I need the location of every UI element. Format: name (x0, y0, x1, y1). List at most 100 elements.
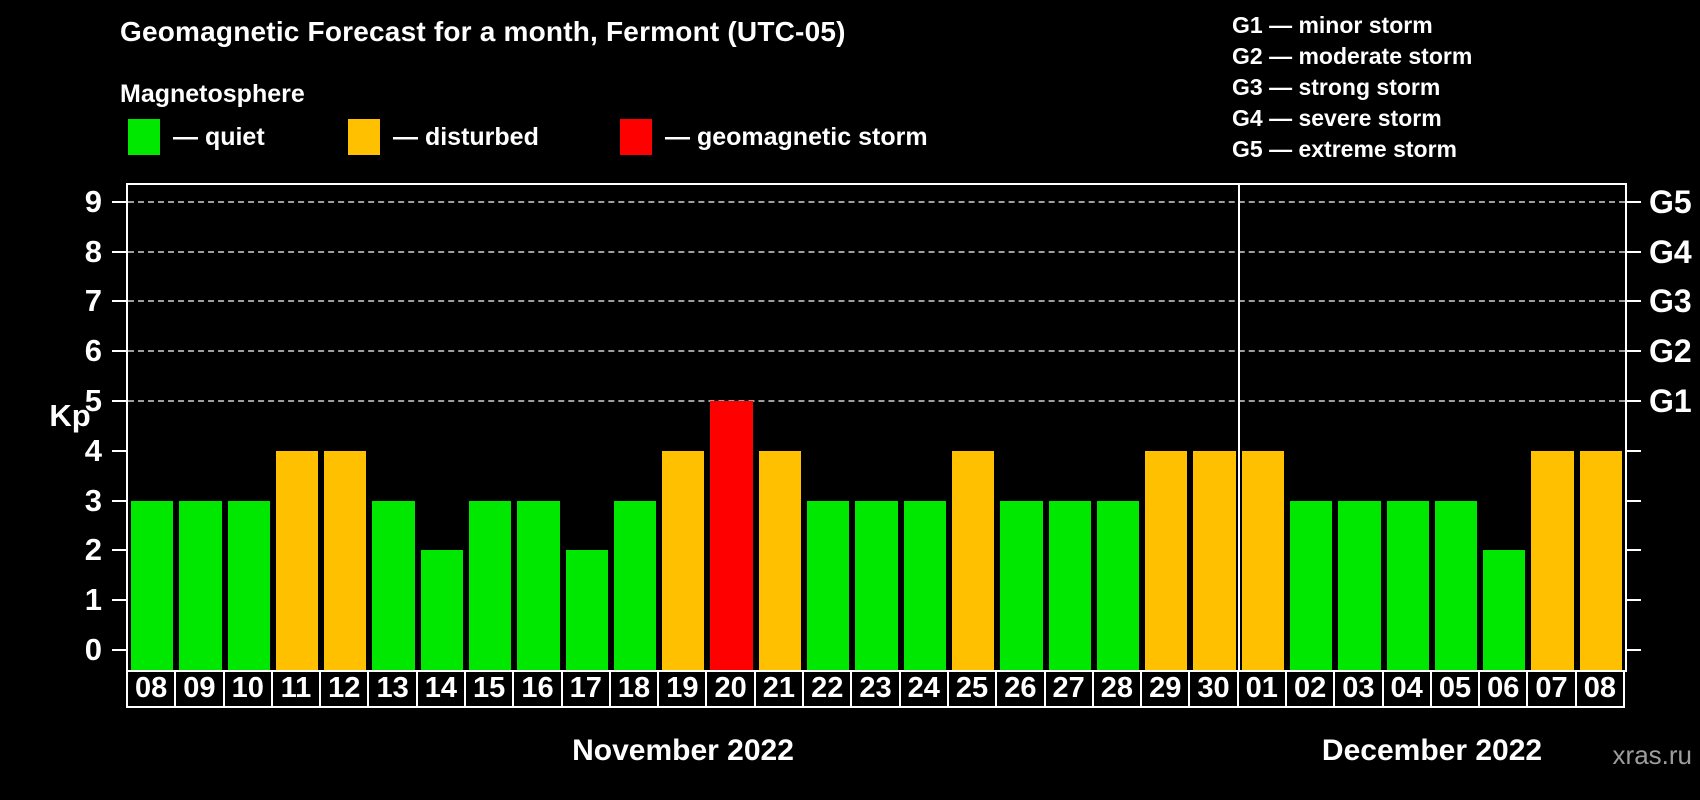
y-axis-tick (112, 350, 126, 353)
g-level-label-g4: G4 (1649, 233, 1692, 270)
kp-bar (179, 500, 222, 670)
y-tick-label: 0 (84, 632, 102, 667)
right-axis-tick (1627, 499, 1641, 502)
gridline-kp5 (128, 400, 1625, 402)
kp-bar (1000, 500, 1043, 670)
g-legend-line: G1 — minor storm (1232, 12, 1433, 38)
day-label-cell: 22 (802, 670, 853, 708)
y-axis-tick (112, 250, 126, 253)
kp-bar (1434, 500, 1478, 670)
day-label-cell: 03 (1333, 670, 1384, 708)
day-label-cell: 20 (705, 670, 756, 708)
y-axis-tick (112, 549, 126, 552)
day-label-cell: 18 (608, 670, 660, 708)
disturbed-color-swatch (348, 119, 380, 155)
g-legend-line: G3 — strong storm (1232, 74, 1441, 100)
kp-bar (855, 500, 898, 670)
kp-bar (469, 500, 512, 670)
kp-bar (1531, 450, 1574, 670)
day-label-cell: 02 (1284, 670, 1336, 708)
day-label-cell: 23 (850, 670, 901, 708)
y-tick-label: 4 (84, 432, 102, 468)
gridline-kp7 (128, 300, 1625, 303)
y-tick-label: 1 (84, 582, 102, 618)
g-legend-line: G5 — extreme storm (1232, 136, 1457, 162)
legend-item-storm: — geomagnetic storm (620, 118, 928, 156)
kp-bar (1338, 500, 1381, 670)
right-axis-tick (1627, 549, 1641, 552)
kp-bar (807, 500, 850, 670)
kp-bar (324, 450, 367, 670)
day-label-cell: 09 (174, 670, 225, 708)
g-legend-line: G2 — moderate storm (1232, 43, 1473, 69)
kp-bar (1386, 500, 1429, 670)
right-axis-tick (1627, 350, 1641, 353)
day-label-cell: 07 (1526, 670, 1577, 708)
legend-label-quiet: — quiet (173, 122, 265, 151)
y-axis-tick (112, 499, 126, 502)
day-label-cell: 13 (367, 670, 418, 708)
day-label-cell: 28 (1091, 670, 1143, 708)
kp-bar (613, 500, 657, 670)
right-axis-tick (1627, 400, 1641, 402)
day-label-cell: 21 (753, 670, 805, 708)
kp-bar (1241, 450, 1284, 670)
kp-bar (275, 450, 319, 670)
day-label-cell: 24 (898, 670, 949, 708)
g-scale-legend: G1 — minor storm G2 — moderate storm G3 — … (1232, 10, 1472, 165)
legend-label-storm: — geomagnetic storm (665, 122, 928, 151)
y-tick-label: 8 (84, 233, 102, 269)
y-tick-label: 5 (84, 383, 102, 418)
legend-label-disturbed: — disturbed (393, 122, 539, 151)
kp-bar (1289, 500, 1333, 670)
g-level-label-g2: G2 (1649, 333, 1692, 370)
y-axis-tick (112, 599, 126, 602)
kp-bar (1483, 550, 1526, 670)
quiet-color-swatch (128, 119, 160, 155)
day-label-cell: 11 (270, 670, 322, 708)
kp-bar (662, 450, 705, 670)
plot-area: 0 1 2 3 4 5 6 7 8 9 G1 G2 G3 G4 G5 (85, 183, 1692, 672)
kp-bar (758, 450, 802, 670)
day-label-cell: 27 (1043, 670, 1094, 708)
chart-title: Geomagnetic Forecast for a month, Fermon… (120, 16, 846, 47)
day-label-cell: 15 (464, 670, 515, 708)
y-tick-label: 7 (84, 283, 102, 319)
day-label-cell: 04 (1381, 670, 1432, 708)
g-legend-line: G4 — severe storm (1232, 105, 1442, 131)
day-label-cell: 12 (319, 670, 370, 708)
day-label-cell: 01 (1236, 670, 1287, 708)
legend-item-quiet: — quiet (128, 118, 265, 156)
y-tick-label: 9 (84, 183, 102, 219)
kp-bar (710, 401, 753, 670)
day-label-cell: 05 (1429, 670, 1481, 708)
kp-bar (903, 500, 946, 670)
kp-bar (565, 550, 608, 670)
day-label-cell: 26 (995, 670, 1046, 708)
y-tick-label: 2 (84, 532, 102, 568)
gridline-kp8 (128, 250, 1625, 253)
month-separator-line (1237, 185, 1240, 670)
y-axis-tick (112, 300, 126, 303)
kp-bar (1193, 450, 1236, 670)
kp-bar (517, 500, 560, 670)
right-axis-tick (1627, 449, 1641, 452)
day-label-cell: 19 (657, 670, 708, 708)
day-label-cell: 14 (415, 670, 467, 708)
day-label-cell: 08 (126, 670, 177, 708)
y-tick-label: 3 (84, 482, 102, 518)
day-label-cell: 17 (560, 670, 611, 708)
g-level-label-g3: G3 (1649, 283, 1692, 320)
day-label-cell: 25 (946, 670, 998, 708)
kp-bar (1579, 450, 1622, 670)
kp-bar (372, 500, 415, 670)
kp-bar (420, 550, 464, 670)
kp-bar (1048, 500, 1091, 670)
day-label-cell: 30 (1188, 670, 1239, 708)
day-label-cell: 29 (1140, 670, 1191, 708)
y-axis-tick (112, 649, 126, 651)
y-axis-tick (112, 200, 126, 203)
right-axis-tick (1627, 200, 1641, 203)
gridline-kp6 (128, 350, 1625, 353)
